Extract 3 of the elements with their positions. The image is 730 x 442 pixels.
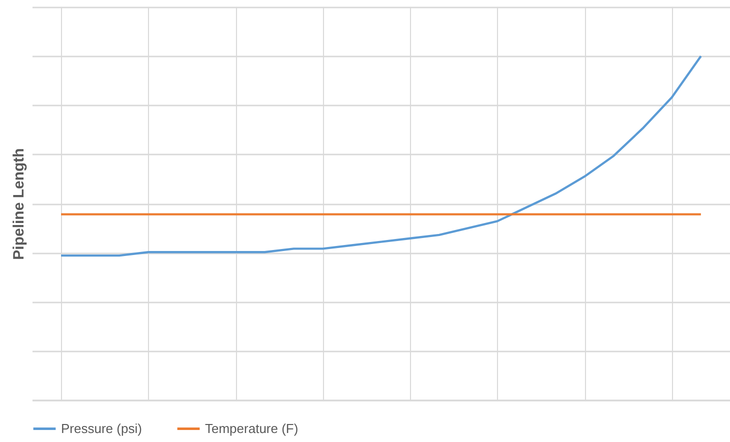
y-axis-title: Pipeline Length	[10, 148, 28, 260]
legend-label: Pressure (psi)	[61, 420, 142, 436]
legend-label: Temperature (F)	[205, 420, 298, 436]
